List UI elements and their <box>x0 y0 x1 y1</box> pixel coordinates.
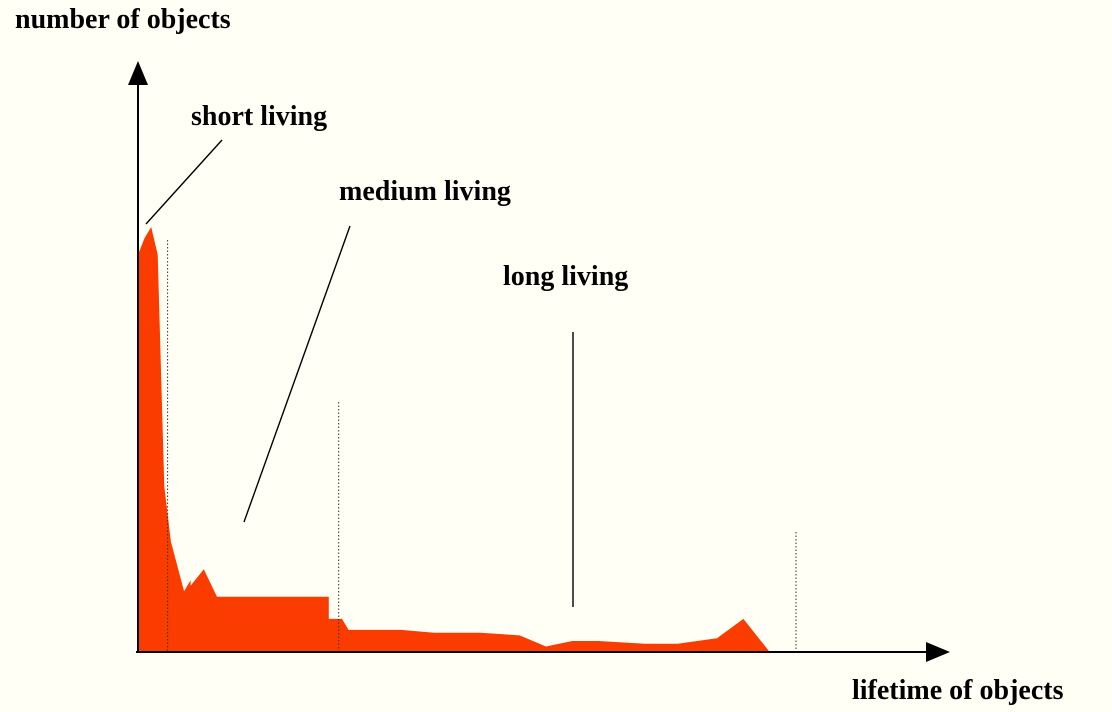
long-living-label: long living <box>503 261 628 292</box>
x-axis-label: lifetime of objects <box>852 675 1064 706</box>
short-living-label: short living <box>191 101 327 132</box>
short-living-pointer <box>145 139 223 225</box>
medium-living-label: medium living <box>339 176 511 207</box>
lifetime-area <box>138 227 796 652</box>
y-axis-label: number of objects <box>15 4 231 35</box>
medium-living-pointer <box>243 225 351 523</box>
